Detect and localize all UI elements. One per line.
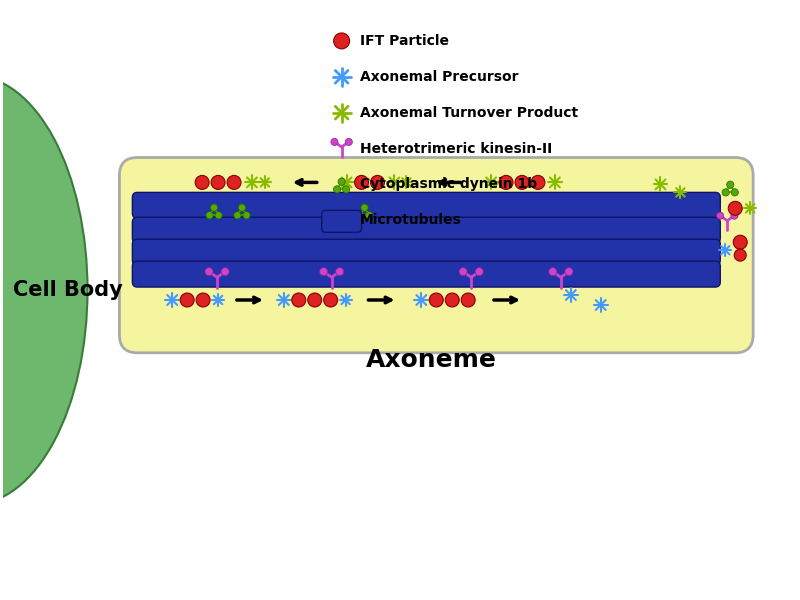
Circle shape <box>366 212 373 219</box>
Circle shape <box>221 268 229 275</box>
Circle shape <box>475 268 483 275</box>
Circle shape <box>515 175 529 190</box>
Circle shape <box>734 249 746 261</box>
Circle shape <box>243 212 250 219</box>
Circle shape <box>726 181 734 188</box>
Circle shape <box>728 202 742 215</box>
Text: Axoneme: Axoneme <box>366 348 497 372</box>
Circle shape <box>210 204 218 211</box>
Circle shape <box>334 186 341 193</box>
Circle shape <box>731 212 738 219</box>
Circle shape <box>342 186 350 193</box>
Circle shape <box>195 175 209 190</box>
Circle shape <box>227 175 241 190</box>
Text: IFT Particle: IFT Particle <box>359 34 449 48</box>
Circle shape <box>370 175 385 190</box>
Circle shape <box>292 293 306 307</box>
Text: Axonemal Turnover Product: Axonemal Turnover Product <box>359 106 578 119</box>
Circle shape <box>356 212 364 219</box>
Circle shape <box>205 268 213 275</box>
Circle shape <box>336 268 344 275</box>
Circle shape <box>334 33 350 49</box>
Text: Heterotrimeric kinesin-II: Heterotrimeric kinesin-II <box>359 142 552 155</box>
Circle shape <box>180 293 194 307</box>
Circle shape <box>319 268 328 275</box>
Circle shape <box>354 175 369 190</box>
Text: Cytoplasmic dynein 1b: Cytoplasmic dynein 1b <box>359 178 537 191</box>
Circle shape <box>430 293 443 307</box>
FancyBboxPatch shape <box>132 193 720 218</box>
Circle shape <box>499 175 513 190</box>
Ellipse shape <box>0 76 87 504</box>
Circle shape <box>308 293 322 307</box>
Circle shape <box>215 212 222 219</box>
Circle shape <box>346 139 352 146</box>
FancyBboxPatch shape <box>119 158 753 353</box>
Circle shape <box>722 189 730 196</box>
Circle shape <box>734 235 747 249</box>
Circle shape <box>462 293 475 307</box>
Circle shape <box>338 178 346 185</box>
Circle shape <box>196 293 210 307</box>
Circle shape <box>549 268 557 275</box>
Circle shape <box>361 204 368 211</box>
Circle shape <box>211 175 225 190</box>
Circle shape <box>565 268 573 275</box>
Circle shape <box>446 293 459 307</box>
FancyBboxPatch shape <box>132 217 720 243</box>
Circle shape <box>717 212 724 219</box>
Circle shape <box>331 139 338 146</box>
Circle shape <box>234 212 241 219</box>
FancyBboxPatch shape <box>132 261 720 287</box>
Circle shape <box>324 293 338 307</box>
Circle shape <box>459 268 467 275</box>
Text: Microtubules: Microtubules <box>359 213 462 227</box>
Circle shape <box>531 175 545 190</box>
Text: Cell Body: Cell Body <box>13 280 122 300</box>
Circle shape <box>238 204 246 211</box>
Circle shape <box>731 189 738 196</box>
FancyBboxPatch shape <box>322 211 362 232</box>
Text: Axonemal Precursor: Axonemal Precursor <box>359 70 518 84</box>
FancyBboxPatch shape <box>132 239 720 265</box>
Circle shape <box>206 212 213 219</box>
